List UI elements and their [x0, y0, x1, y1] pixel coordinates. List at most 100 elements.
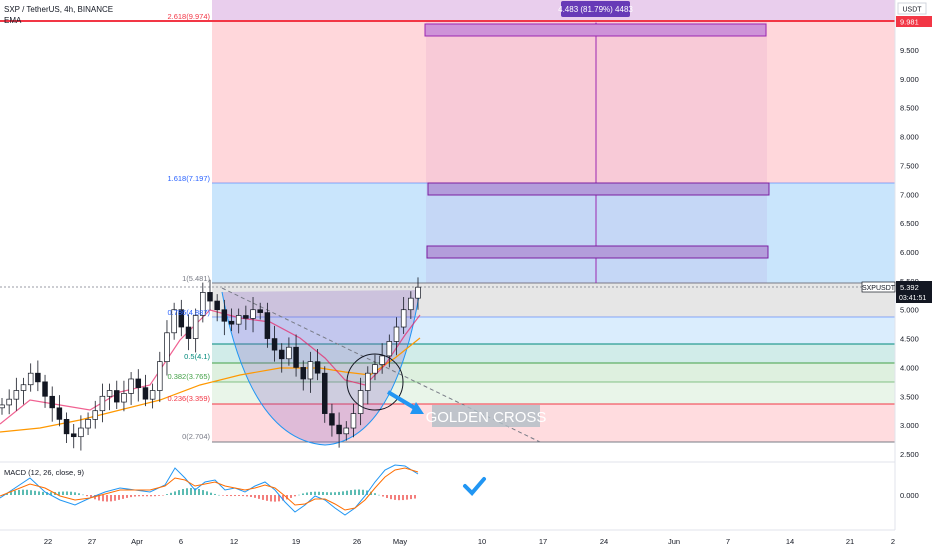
time-tick-label: Apr — [131, 537, 143, 546]
fib-zone-0236-0 — [212, 382, 895, 404]
macd-bar — [338, 491, 340, 495]
macd-bar — [282, 495, 284, 501]
macd-bar — [254, 495, 256, 498]
fib-label-0: 0(2.704) — [182, 432, 210, 441]
macd-bar — [210, 492, 212, 495]
macd-bar — [314, 491, 316, 495]
macd-bar — [230, 495, 232, 497]
macd-bar — [174, 491, 176, 495]
macd-bar — [222, 495, 224, 496]
macd-bar — [322, 491, 324, 495]
price-axis[interactable]: USDT 9.500 9.000 8.500 8.000 7.500 7.000 6.500… — [861, 0, 932, 550]
candlestick-series — [0, 277, 421, 451]
golden-cross-marker — [346, 353, 424, 414]
candle-body — [114, 390, 120, 403]
svg-text:SXPUSDT: SXPUSDT — [862, 285, 896, 292]
candle-body — [393, 326, 400, 342]
macd-bar — [278, 495, 280, 502]
macd-bar — [378, 494, 380, 496]
time-tick-label: 2 — [891, 537, 895, 546]
candle-body — [99, 395, 106, 412]
candle-body — [121, 393, 127, 403]
currency-label: USDT — [902, 7, 922, 14]
target-box-low — [426, 245, 769, 259]
price-tick-label: 8.500 — [900, 104, 919, 113]
candle-body — [128, 378, 134, 394]
macd-bar — [318, 491, 320, 495]
candle-body — [171, 309, 177, 334]
candle-body — [78, 427, 84, 438]
macd-bar — [410, 495, 412, 500]
golden-cross-text: GOLDEN CROSS — [426, 409, 547, 426]
price-tick-label: 6.000 — [900, 248, 919, 257]
time-axis[interactable]: 22 27 Apr 6 12 19 26 May 10 17 24 Jun 7 14 21 2 — [0, 529, 932, 550]
time-tick-label: May — [393, 537, 407, 546]
macd-bar — [358, 489, 360, 495]
candle-body — [63, 419, 70, 435]
ticker-tag — [861, 281, 896, 293]
candle-body — [300, 367, 306, 380]
candle-body — [27, 372, 34, 386]
macd-bar — [342, 491, 344, 495]
measure-projection — [424, 21, 770, 283]
candle-body — [178, 309, 185, 328]
price-tick-label: 7.000 — [900, 190, 919, 199]
candle-body — [264, 312, 271, 339]
macd-bar — [310, 491, 312, 495]
macd-bar — [250, 495, 252, 498]
candle-body — [286, 346, 292, 360]
macd-bar — [134, 495, 136, 497]
macd-bar — [166, 494, 168, 495]
macd-bar — [234, 495, 236, 497]
macd-bar — [354, 489, 356, 495]
candle-body — [293, 346, 299, 368]
time-tick-label: 21 — [846, 537, 854, 546]
candle-body — [49, 395, 55, 409]
macd-bar — [270, 495, 272, 502]
macd-bar — [86, 495, 88, 497]
macd-bar — [30, 490, 32, 495]
macd-bar — [90, 495, 92, 498]
time-tick-label: 14 — [786, 537, 794, 546]
time-tick-label: 10 — [478, 537, 486, 546]
macd-bar — [38, 491, 40, 495]
time-tick-label: 27 — [88, 537, 96, 546]
macd-bar — [414, 495, 416, 499]
macd-bar — [50, 492, 52, 495]
macd-bar — [10, 491, 12, 495]
macd-bar — [218, 494, 220, 496]
macd-bar — [294, 495, 296, 497]
macd-bar — [122, 495, 124, 499]
signal-line — [0, 467, 419, 511]
candle-body — [106, 390, 113, 397]
price-tick-label: 7.500 — [900, 161, 919, 170]
macd-bar — [394, 495, 396, 500]
time-tick-label: 19 — [292, 537, 300, 546]
macd-bar — [162, 495, 164, 496]
macd-bar — [402, 495, 404, 501]
fib-label-0382: 0.382(3.765) — [167, 372, 210, 381]
time-tick-label: 12 — [230, 537, 238, 546]
candle-body — [192, 315, 199, 339]
fib-label-1618: 1.618(7.197) — [167, 174, 210, 183]
macd-bar — [206, 491, 208, 495]
candle-body — [243, 315, 249, 319]
macd-bar — [398, 495, 400, 501]
time-tick-label: Jun — [668, 537, 680, 546]
macd-bar — [242, 495, 244, 497]
macd-bar — [238, 495, 240, 496]
price-tick-label: 3.500 — [900, 392, 919, 401]
fib-label-2618: 2.618(9.974) — [167, 12, 210, 21]
macd-zero-tick: 0.000 — [900, 491, 919, 500]
macd-bar — [110, 495, 112, 502]
fib-zone-0786-05 — [212, 317, 895, 344]
candle-body — [42, 381, 48, 397]
time-tick-label: 6 — [179, 537, 183, 546]
macd-bar — [62, 491, 64, 495]
price-tag — [896, 281, 932, 303]
macd-bar — [22, 489, 24, 495]
macd-bar — [350, 490, 352, 495]
fib-zone-2618-1618 — [212, 21, 895, 183]
macd-bar — [142, 495, 144, 497]
